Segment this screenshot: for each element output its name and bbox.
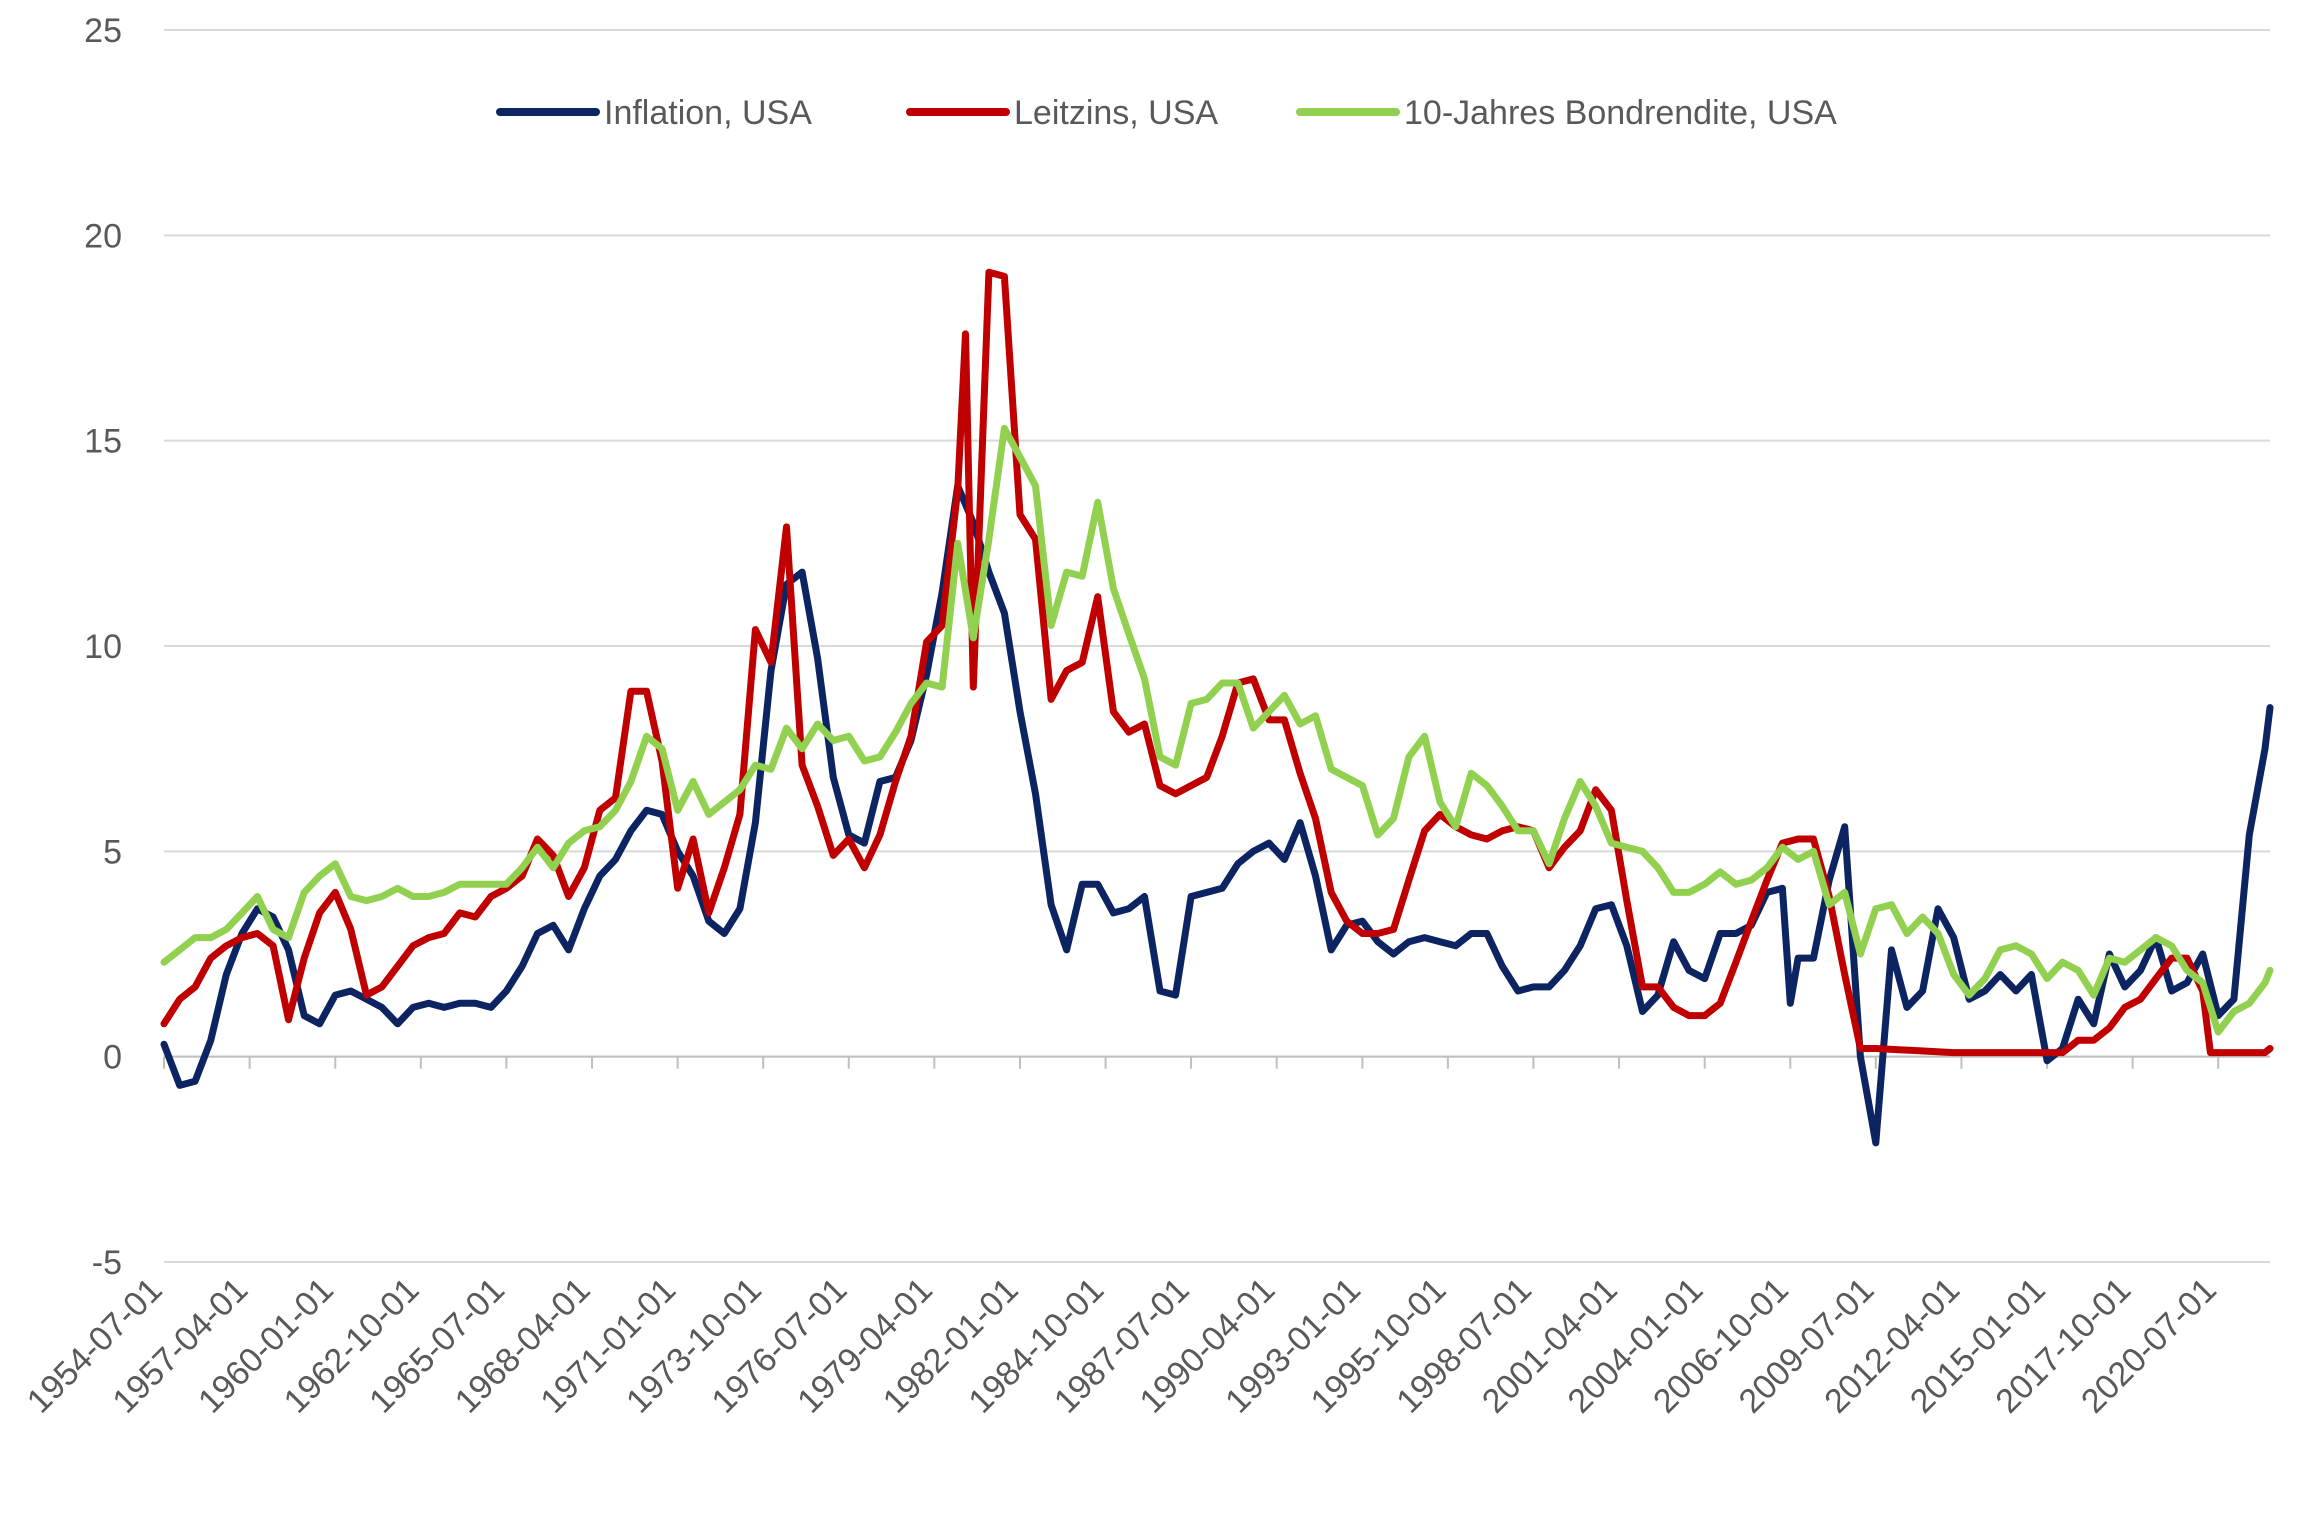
series-line-2 (160, 268, 2274, 1057)
gridlines (164, 29, 2270, 1263)
legend-label-1: Inflation, USA (604, 94, 812, 132)
y-tick-label: 25 (84, 12, 122, 50)
legend: Inflation, USA Leitzins, USA 10-Jahres Bon… (496, 94, 1837, 132)
y-tick-label: 15 (84, 423, 122, 461)
y-tick-label: 20 (84, 217, 122, 255)
y-tick-label: 10 (84, 628, 122, 666)
legend-label-3: 10-Jahres Bondrendite, USA (1404, 94, 1837, 132)
y-tick-label: -5 (92, 1244, 122, 1282)
series-line-3 (160, 424, 2274, 1036)
series-lines (160, 268, 2274, 1147)
legend-label-2: Leitzins, USA (1014, 94, 1218, 132)
series-line-1 (160, 482, 2274, 1147)
x-axis: 1954-07-011957-04-011960-01-011962-10-01… (20, 1055, 2270, 1421)
y-tick-label: 5 (103, 833, 122, 871)
y-tick-label: 0 (103, 1039, 122, 1077)
y-axis: -5 0 5 10 15 20 25 (84, 12, 122, 1282)
